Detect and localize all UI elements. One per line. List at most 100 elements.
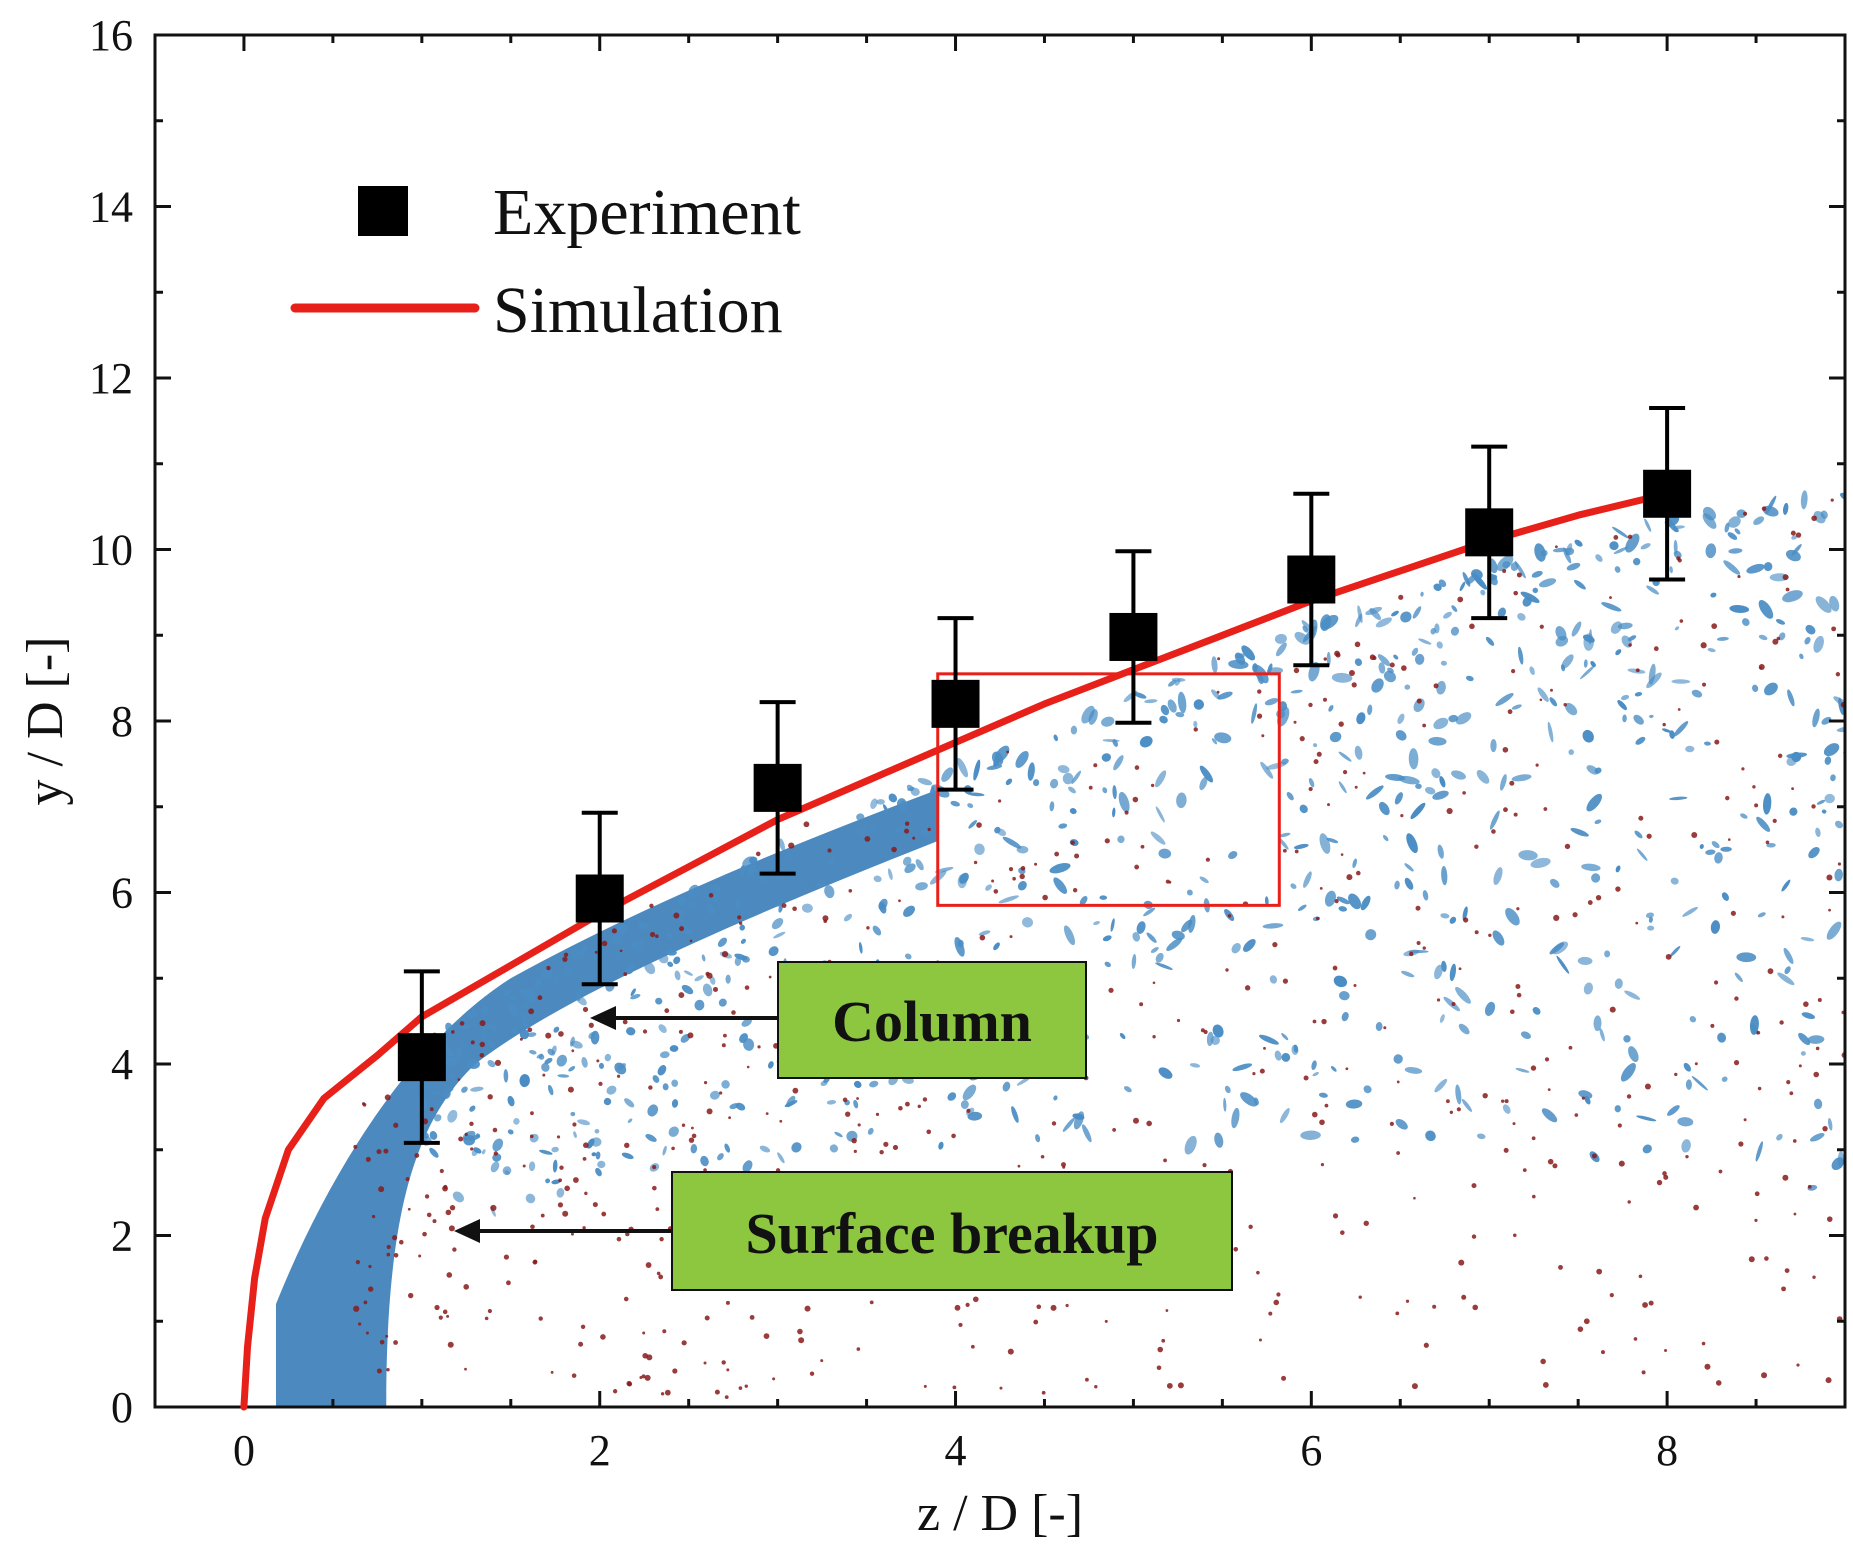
droplet <box>506 1280 511 1286</box>
droplet <box>1553 914 1560 922</box>
droplet <box>998 799 1002 803</box>
droplet <box>1471 1234 1477 1239</box>
droplet <box>1156 1365 1162 1371</box>
spray-ligament <box>1139 735 1153 748</box>
y-tick-label: 0 <box>111 1383 133 1432</box>
droplet <box>1074 853 1080 859</box>
droplet <box>678 992 685 998</box>
spray-ligament <box>625 962 635 975</box>
droplet <box>1216 690 1220 694</box>
droplet <box>446 1272 453 1278</box>
droplet <box>1502 569 1507 574</box>
spray-ligament <box>1350 1136 1360 1143</box>
droplet <box>545 1032 552 1039</box>
droplet <box>649 903 654 909</box>
spray-ligament <box>545 1178 551 1184</box>
spray-ligament <box>541 1062 550 1072</box>
droplet <box>1316 751 1322 757</box>
droplet <box>688 1137 695 1143</box>
spray-ligament <box>1489 810 1500 830</box>
spray-ligament <box>590 1137 602 1147</box>
droplet <box>1628 643 1632 647</box>
spray-ligament <box>1404 877 1414 890</box>
spray-ligament <box>556 1187 565 1198</box>
spray-ligament <box>1223 1097 1227 1112</box>
spray-ligament <box>1622 714 1627 723</box>
droplet <box>1511 669 1516 674</box>
droplet <box>917 1104 921 1109</box>
spray-ligament <box>481 1006 489 1016</box>
droplet <box>738 921 743 925</box>
droplet <box>1776 636 1781 641</box>
spray-ligament <box>1102 935 1112 942</box>
annotation-surface-breakup: Surface breakup <box>454 1171 1233 1291</box>
spray-ligament <box>717 1153 724 1161</box>
spray-ligament <box>1211 656 1218 674</box>
droplet <box>691 1133 697 1139</box>
droplet <box>1020 866 1026 871</box>
droplet <box>451 1030 455 1034</box>
spray-ligament <box>1240 1092 1258 1107</box>
droplet <box>641 1374 646 1379</box>
surface-breakup-label: Surface breakup <box>745 1201 1158 1266</box>
spray-ligament <box>1707 648 1716 653</box>
spray-ligament <box>1644 518 1652 532</box>
spray-ligament <box>872 925 882 936</box>
spray-ligament <box>1440 913 1450 919</box>
droplet <box>659 1236 664 1242</box>
spray-ligament <box>657 1065 667 1076</box>
droplet <box>1767 968 1774 975</box>
spray-ligament <box>1716 636 1729 641</box>
droplet <box>1752 785 1756 789</box>
droplet <box>744 1384 748 1388</box>
spray-ligament <box>869 825 876 832</box>
droplet <box>601 1211 607 1217</box>
droplet <box>721 950 729 958</box>
spray-ligament <box>801 903 813 913</box>
droplet <box>1591 1153 1597 1159</box>
spray-ligament <box>1101 716 1115 727</box>
droplet <box>1134 864 1140 870</box>
droplet <box>689 939 693 943</box>
spray-ligament <box>539 1149 553 1155</box>
droplet <box>371 1214 376 1219</box>
spray-ligament <box>706 903 716 915</box>
spray-ligament <box>1394 880 1400 890</box>
spray-ligament <box>1565 702 1578 716</box>
spray-ligament <box>1093 921 1100 926</box>
droplet <box>1323 657 1327 661</box>
spray-ligament <box>526 992 536 1003</box>
spray-ligament <box>1267 663 1273 674</box>
spray-ligament <box>1634 692 1643 697</box>
droplet <box>578 1341 584 1347</box>
droplet <box>1813 1071 1820 1078</box>
spray-ligament <box>915 859 924 871</box>
droplet <box>1311 1111 1318 1118</box>
spray-ligament <box>1049 863 1071 874</box>
spray-ligament <box>729 1103 740 1110</box>
droplet <box>567 1086 574 1093</box>
droplet <box>1811 515 1817 522</box>
spray-ligament <box>773 931 786 939</box>
spray-ligament <box>1511 704 1522 710</box>
droplet <box>1398 594 1404 600</box>
spray-ligament <box>950 800 960 807</box>
spray-ligament <box>938 1141 944 1150</box>
spray-ligament <box>1326 837 1339 844</box>
spray-ligament <box>1406 833 1418 854</box>
spray-ligament <box>1821 809 1827 814</box>
droplet <box>954 1304 961 1311</box>
droplet <box>1761 506 1767 511</box>
spray-ligament <box>826 859 835 865</box>
spray-ligament <box>791 1142 802 1153</box>
spray-ligament <box>1117 835 1125 844</box>
droplet <box>1662 722 1666 727</box>
droplet <box>703 1081 708 1085</box>
droplet <box>464 1367 467 1371</box>
spray-ligament <box>1231 1107 1240 1129</box>
droplet <box>1161 1338 1166 1343</box>
droplet <box>1340 853 1344 856</box>
droplet <box>772 1377 776 1381</box>
droplet <box>1140 844 1145 849</box>
spray-ligament <box>507 1095 515 1107</box>
